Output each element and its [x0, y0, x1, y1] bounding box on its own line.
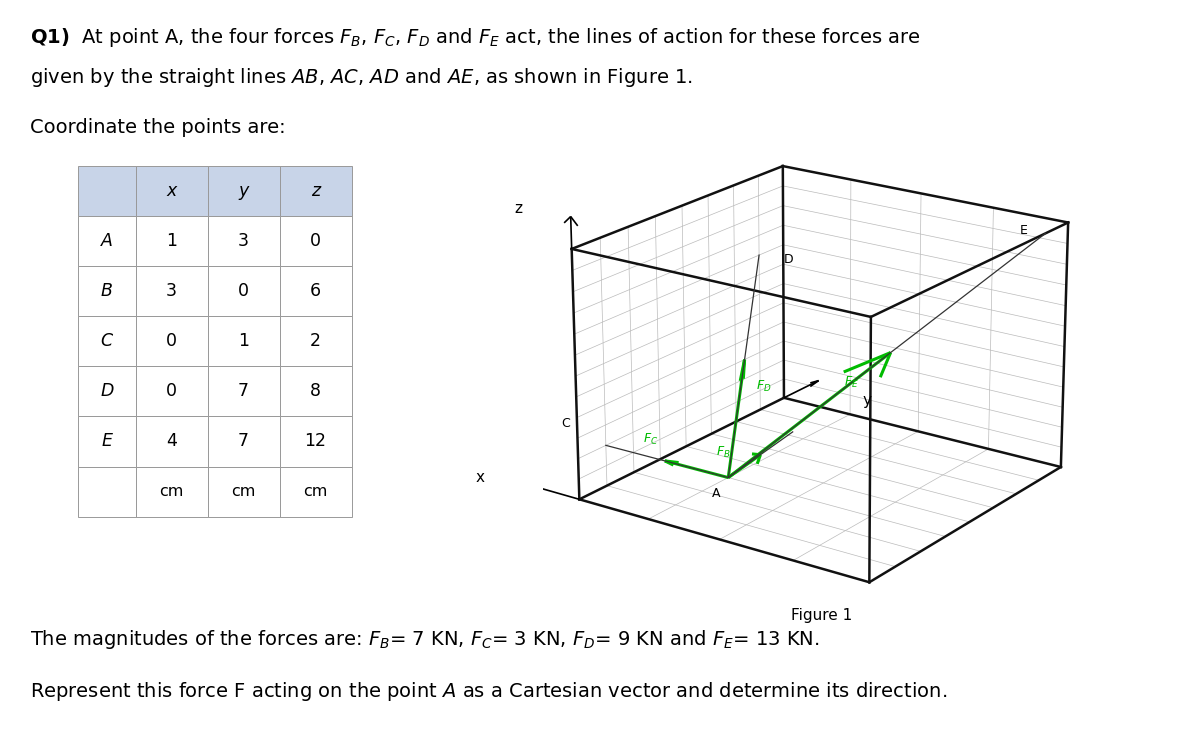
Bar	[280, 467, 352, 517]
Text: cm: cm	[232, 484, 256, 499]
Bar	[208, 366, 280, 416]
Text: B: B	[101, 282, 113, 300]
Text: Represent this force F acting on the point $A$ as a Cartesian vector and determi: Represent this force F acting on the poi…	[30, 680, 947, 702]
Text: Coordinate the points are:: Coordinate the points are:	[30, 118, 286, 137]
Text: $\mathbf{Q1)}$  At point A, the four forces $F_B$, $F_C$, $F_D$ and $F_E$ act, t: $\mathbf{Q1)}$ At point A, the four forc…	[30, 26, 920, 49]
Text: E: E	[101, 433, 113, 450]
Text: 0: 0	[166, 383, 178, 400]
Text: 0: 0	[310, 232, 322, 250]
Bar	[280, 266, 352, 316]
Text: 3: 3	[166, 282, 178, 300]
Bar	[208, 316, 280, 366]
Bar	[280, 416, 352, 467]
Text: 2: 2	[310, 332, 322, 350]
Text: 8: 8	[310, 383, 322, 400]
Text: 7: 7	[238, 383, 250, 400]
Bar	[78, 316, 136, 366]
Bar	[78, 216, 136, 266]
Bar	[78, 416, 136, 467]
Bar	[78, 266, 136, 316]
Text: 7: 7	[238, 433, 250, 450]
Bar	[208, 467, 280, 517]
Bar	[208, 166, 280, 216]
Text: The magnitudes of the forces are: $F_B$= 7 KN, $F_C$= 3 KN, $F_D$= 9 KN and $F_E: The magnitudes of the forces are: $F_B$=…	[30, 628, 820, 651]
Bar	[280, 316, 352, 366]
Text: 4: 4	[166, 433, 178, 450]
Bar	[136, 166, 208, 216]
Text: y: y	[239, 182, 248, 200]
Text: 1: 1	[238, 332, 250, 350]
Bar	[136, 467, 208, 517]
Text: Figure 1: Figure 1	[791, 608, 853, 623]
Text: given by the straight lines $AB$, $AC$, $AD$ and $AE$, as shown in Figure 1.: given by the straight lines $AB$, $AC$, …	[30, 66, 692, 89]
Text: cm: cm	[304, 484, 328, 499]
Bar	[136, 316, 208, 366]
Bar	[136, 266, 208, 316]
Text: A: A	[101, 232, 113, 250]
Text: 1: 1	[166, 232, 178, 250]
Bar	[78, 366, 136, 416]
Bar	[136, 416, 208, 467]
Text: 6: 6	[310, 282, 322, 300]
Bar	[208, 416, 280, 467]
Text: D: D	[100, 383, 114, 400]
Text: 12: 12	[305, 433, 326, 450]
Text: 3: 3	[238, 232, 250, 250]
Bar	[136, 216, 208, 266]
Bar	[208, 216, 280, 266]
Bar	[280, 166, 352, 216]
Bar	[208, 266, 280, 316]
Bar	[280, 366, 352, 416]
Text: 0: 0	[238, 282, 250, 300]
Text: z: z	[311, 182, 320, 200]
Text: x: x	[167, 182, 176, 200]
Bar	[280, 216, 352, 266]
Bar	[136, 366, 208, 416]
Text: C: C	[101, 332, 113, 350]
Bar	[78, 467, 136, 517]
Text: 0: 0	[166, 332, 178, 350]
Bar	[78, 166, 136, 216]
Text: cm: cm	[160, 484, 184, 499]
